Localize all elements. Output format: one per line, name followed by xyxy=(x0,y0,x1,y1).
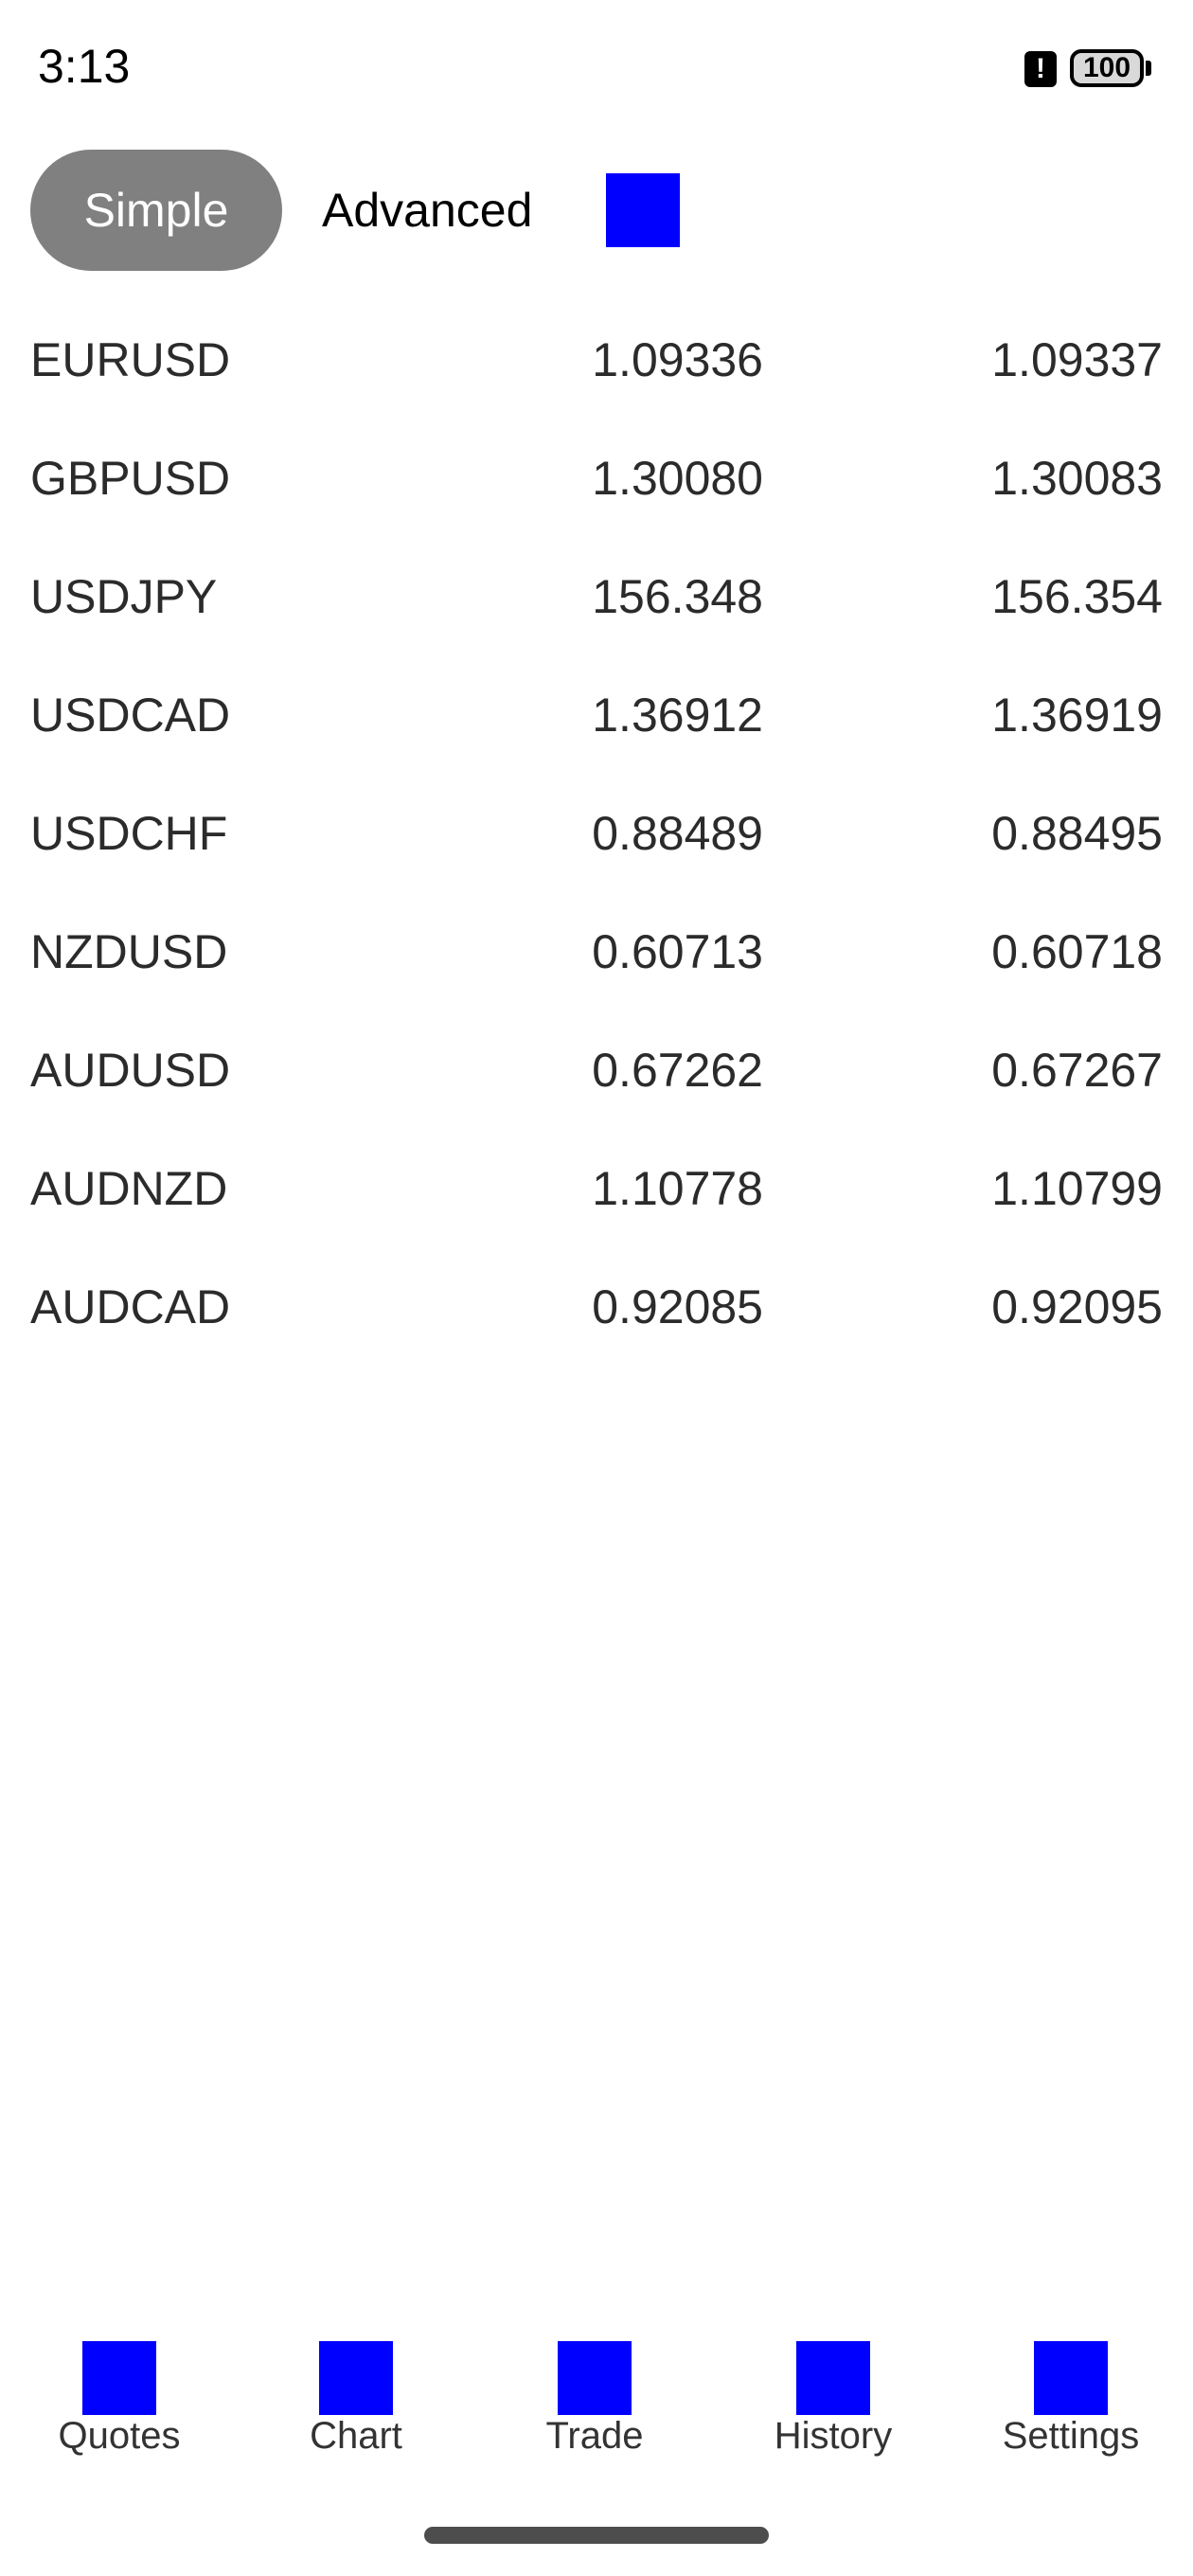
quote-bid: 1.36912 xyxy=(592,689,763,742)
quote-symbol: AUDNZD xyxy=(30,1162,228,1215)
quote-ask: 1.30083 xyxy=(991,452,1163,505)
chart-icon xyxy=(319,2341,393,2415)
nav-item-chart[interactable]: Chart xyxy=(237,2330,475,2462)
mode-selector: Simple Advanced xyxy=(0,148,1193,275)
quote-bid: 1.09336 xyxy=(592,333,763,386)
quote-symbol: AUDUSD xyxy=(30,1044,231,1097)
trade-icon xyxy=(558,2341,632,2415)
quote-symbol: NZDUSD xyxy=(30,925,228,978)
history-icon xyxy=(796,2341,870,2415)
quote-row[interactable]: AUDNZD 1.10778 1.10799 xyxy=(0,1130,1193,1248)
quote-bid: 1.10778 xyxy=(592,1162,763,1215)
quote-symbol: GBPUSD xyxy=(30,452,231,505)
quote-bid: 156.348 xyxy=(592,570,763,623)
nav-item-trade[interactable]: Trade xyxy=(475,2330,714,2462)
alert-icon: ! xyxy=(1024,51,1057,87)
nav-label: Trade xyxy=(545,2415,644,2457)
quote-ask: 0.88495 xyxy=(991,807,1163,860)
nav-label: History xyxy=(774,2415,893,2457)
quote-ask: 1.09337 xyxy=(991,333,1163,386)
quote-row[interactable]: EURUSD 1.09336 1.09337 xyxy=(0,301,1193,420)
quote-symbol: EURUSD xyxy=(30,333,231,386)
home-indicator[interactable] xyxy=(424,2527,769,2544)
quote-row[interactable]: AUDCAD 0.92085 0.92095 xyxy=(0,1248,1193,1367)
quote-row[interactable]: USDCAD 1.36912 1.36919 xyxy=(0,656,1193,775)
quote-bid: 0.67262 xyxy=(592,1044,763,1097)
quote-ask: 1.10799 xyxy=(991,1162,1163,1215)
quote-row[interactable]: GBPUSD 1.30080 1.30083 xyxy=(0,420,1193,538)
mode-extra-icon[interactable] xyxy=(606,173,680,247)
quote-row[interactable]: USDCHF 0.88489 0.88495 xyxy=(0,775,1193,893)
quote-ask: 1.36919 xyxy=(991,689,1163,742)
quote-row[interactable]: USDJPY 156.348 156.354 xyxy=(0,538,1193,656)
battery-icon: 100 xyxy=(1070,49,1144,87)
bottom-nav: Quotes Chart Trade History Settings xyxy=(0,2330,1193,2462)
quote-ask: 0.92095 xyxy=(991,1280,1163,1333)
quote-row[interactable]: AUDUSD 0.67262 0.67267 xyxy=(0,1011,1193,1130)
quote-ask: 156.354 xyxy=(991,570,1163,623)
nav-item-history[interactable]: History xyxy=(714,2330,953,2462)
quote-row[interactable]: NZDUSD 0.60713 0.60718 xyxy=(0,893,1193,1011)
nav-label: Quotes xyxy=(58,2415,181,2457)
settings-icon xyxy=(1034,2341,1108,2415)
quote-symbol: USDCAD xyxy=(30,689,231,742)
quote-bid: 1.30080 xyxy=(592,452,763,505)
nav-label: Settings xyxy=(1002,2415,1140,2457)
quotes-icon xyxy=(82,2341,156,2415)
quote-ask: 0.67267 xyxy=(991,1044,1163,1097)
quote-bid: 0.88489 xyxy=(592,807,763,860)
quote-symbol: USDCHF xyxy=(30,807,228,860)
quote-ask: 0.60718 xyxy=(991,925,1163,978)
quote-bid: 0.60713 xyxy=(592,925,763,978)
quote-bid: 0.92085 xyxy=(592,1280,763,1333)
nav-item-settings[interactable]: Settings xyxy=(952,2330,1190,2462)
advanced-mode-button[interactable]: Advanced xyxy=(322,184,533,237)
status-bar: 3:13 ! 100 xyxy=(0,0,1193,133)
quote-symbol: AUDCAD xyxy=(30,1280,231,1333)
status-time: 3:13 xyxy=(38,40,131,93)
simple-mode-button[interactable]: Simple xyxy=(30,150,282,271)
nav-label: Chart xyxy=(310,2415,402,2457)
quote-symbol: USDJPY xyxy=(30,570,218,623)
nav-item-quotes[interactable]: Quotes xyxy=(0,2330,239,2462)
battery-tip xyxy=(1146,61,1151,76)
quotes-list: EURUSD 1.09336 1.09337 GBPUSD 1.30080 1.… xyxy=(0,301,1193,1367)
